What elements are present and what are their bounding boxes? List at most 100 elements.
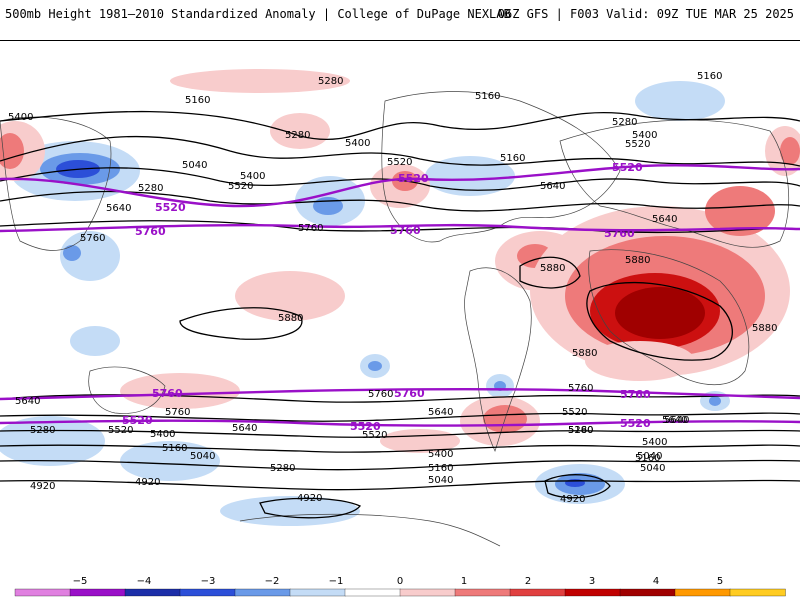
anomaly-area-neg <box>120 441 220 481</box>
contour-5520-s <box>0 412 800 422</box>
colorbar-tick-label: −4 <box>137 576 152 587</box>
anomaly-area-neg <box>63 245 81 261</box>
contour-label: 5760 <box>568 383 593 394</box>
contour-label: 5880 <box>752 323 777 334</box>
contour-label: 5400 <box>345 138 370 149</box>
header: 500mb Height 1981–2010 Standardized Anom… <box>0 0 800 30</box>
contour-label: 5160 <box>635 453 660 464</box>
contour-5040-s <box>0 479 800 491</box>
contour-label: 5160 <box>697 71 722 82</box>
colorbar-tick-label: 3 <box>589 576 595 587</box>
contour-label: 5640 <box>232 423 257 434</box>
contour-label: 5160 <box>428 463 453 474</box>
contour-label-purple: 5520 <box>122 414 153 427</box>
anomaly-area-neg <box>313 197 343 215</box>
contour-label-purple: 5760 <box>620 388 651 401</box>
contour-label: 5520 <box>362 430 387 441</box>
contour-4920-s2 <box>544 474 611 499</box>
anomaly-area-pos <box>615 287 705 339</box>
map-panel: 5280 5160 5400 5160 5040 5280 5400 5520 … <box>0 40 800 559</box>
contour-5520-south <box>0 419 800 427</box>
asia-east-outline <box>0 116 112 251</box>
africa-outline <box>588 249 750 385</box>
contour-label: 5760 <box>368 389 393 400</box>
contour-label: 5160 <box>500 153 525 164</box>
contour-5520-north <box>0 164 800 208</box>
colorbar-segment <box>674 588 731 597</box>
contour-label: 5520 <box>387 157 412 168</box>
colorbar-segment <box>234 588 291 597</box>
anomaly-area-pos <box>705 186 775 236</box>
colorbar-segment <box>124 588 181 597</box>
contour-label: 5880 <box>540 263 565 274</box>
contour-label: 5400 <box>428 449 453 460</box>
colorbar: −5 −4 −3 −2 −1 0 1 2 3 4 5 <box>0 572 800 600</box>
contour-label: 5880 <box>572 348 597 359</box>
contour-label-purple: 5520 <box>612 161 643 174</box>
contour-5640-n <box>0 190 800 212</box>
coastlines <box>0 91 790 547</box>
colorbar-segment <box>289 588 346 597</box>
contour-label: 5040 <box>637 451 662 462</box>
contour-5400-s <box>0 429 800 438</box>
colorbar-tick-label: −3 <box>201 576 216 587</box>
contour-5160-s <box>0 459 800 471</box>
contour-label: 5400 <box>8 112 33 123</box>
colorbar-segment <box>564 588 621 597</box>
colorbar-segment <box>179 588 236 597</box>
contour-label: 5280 <box>568 425 593 436</box>
anomaly-area-neg <box>565 479 585 487</box>
height-contours-black <box>0 110 800 519</box>
contour-5880-africa <box>586 282 733 361</box>
contour-label: 5640 <box>428 407 453 418</box>
anomaly-area-neg <box>70 326 120 356</box>
contour-label: 5880 <box>278 313 303 324</box>
colorbar-tick-label: 2 <box>525 576 531 587</box>
contour-label-purple: 5760 <box>394 387 425 400</box>
anomaly-area-neg <box>60 231 120 281</box>
contour-label: 4920 <box>30 481 55 492</box>
contour-5760-north <box>0 223 800 233</box>
contour-label-purple: 5760 <box>152 387 183 400</box>
colorbar-segment <box>619 588 676 597</box>
contour-5160 <box>0 110 800 141</box>
contour-label: 5040 <box>190 451 215 462</box>
contour-label: 5040 <box>182 160 207 171</box>
contour-label: 5640 <box>662 415 687 426</box>
colorbar-tick-label: −5 <box>73 576 88 587</box>
anomaly-area-pos <box>0 133 24 169</box>
colorbar-segment <box>399 588 456 597</box>
anomaly-area-neg <box>709 396 721 406</box>
anomaly-area-pos <box>270 113 330 149</box>
contour-5880-atlantic <box>519 256 581 289</box>
contour-label: 5280 <box>612 117 637 128</box>
contour-label: 5160 <box>475 91 500 102</box>
contour-label: 5400 <box>642 437 667 448</box>
contour-5760-n <box>0 220 800 234</box>
contour-label: 5280 <box>270 463 295 474</box>
contour-label: 5160 <box>162 443 187 454</box>
contour-label-purple: 5520 <box>155 201 186 214</box>
contour-label: 5400 <box>240 171 265 182</box>
anomaly-area-pos <box>585 341 695 381</box>
contour-label: 5040 <box>640 463 665 474</box>
colorbar-segment <box>344 588 401 597</box>
contour-labels: 5280 5160 5400 5160 5040 5280 5400 5520 … <box>8 71 777 505</box>
colorbar-tick-label: 0 <box>397 576 403 587</box>
contour-label: 5280 <box>318 76 343 87</box>
height-contours-purple <box>0 164 800 427</box>
contour-label: 5760 <box>165 407 190 418</box>
contour-label: 5640 <box>106 203 131 214</box>
contour-label: 4920 <box>297 493 322 504</box>
contour-label-purple: 5520 <box>398 172 429 185</box>
contour-label: 5640 <box>15 396 40 407</box>
colorbar-segment <box>14 588 71 597</box>
anomaly-area-pos <box>780 137 800 165</box>
contour-5760-south <box>0 387 800 401</box>
contour-label: 5760 <box>298 223 323 234</box>
contour-label: 5520 <box>562 407 587 418</box>
colorbar-segment <box>454 588 511 597</box>
contour-label: 5160 <box>185 95 210 106</box>
negative-anomaly-shading <box>0 81 730 526</box>
contour-label: 5520 <box>625 139 650 150</box>
